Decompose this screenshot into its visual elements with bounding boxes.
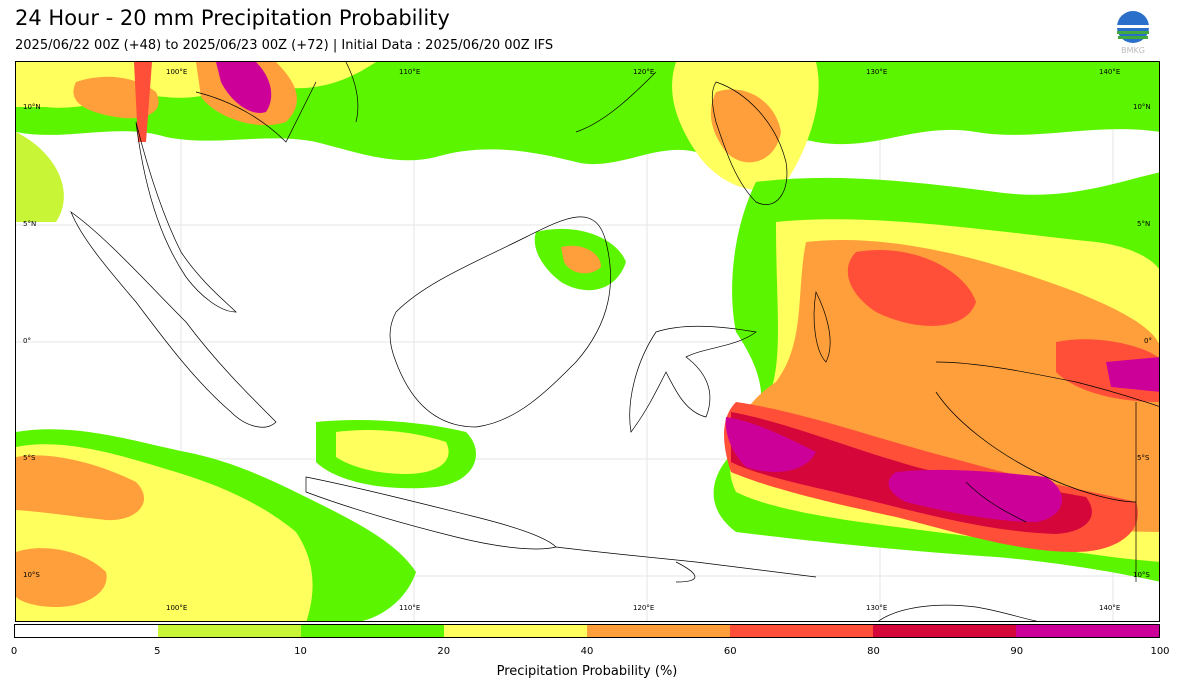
lat-right-tick: 0° <box>1144 337 1152 345</box>
legend-tick-label: 100 <box>1150 646 1170 657</box>
coast-papua <box>935 361 1159 582</box>
lat-right-tick: 5°S <box>1137 454 1150 462</box>
legend-color-segment <box>730 625 873 637</box>
coastlines <box>70 62 1159 621</box>
legend-tick-label: 5 <box>154 646 161 657</box>
field-north-lime <box>16 132 64 222</box>
field-south-orange-2 <box>16 548 107 607</box>
coast-thailand <box>195 81 317 143</box>
legend-color-segment <box>1016 625 1159 637</box>
legend-tick-label: 40 <box>580 646 594 657</box>
field-south-orange <box>16 455 145 521</box>
coast-sulawesi <box>629 325 757 433</box>
coast-lesser-sunda <box>555 546 817 583</box>
legend-tick-label: 60 <box>723 646 737 657</box>
field-java-yellow <box>336 430 449 474</box>
lon-top-tick: 100°E <box>166 68 188 76</box>
field-banda-magenta-2 <box>888 469 1063 522</box>
lat-left-tick: 0° <box>23 337 31 345</box>
legend-color-segment <box>587 625 730 637</box>
precipitation-map: 100°E 110°E 120°E 130°E 140°E 100°E 110°… <box>15 61 1160 622</box>
legend-colorbar <box>14 624 1160 638</box>
field-banda-magenta <box>725 417 816 472</box>
field-borneo-orange <box>561 245 601 274</box>
lat-left-tick: 10°N <box>23 103 41 111</box>
legend-tick-label: 80 <box>867 646 880 657</box>
coast-australia <box>878 604 1038 621</box>
lon-top-tick: 120°E <box>633 68 655 76</box>
field-north-red-strip <box>134 62 152 142</box>
field-north-magenta <box>216 62 272 113</box>
coast-vietnam <box>345 62 359 123</box>
lon-top-tick: 110°E <box>399 68 421 76</box>
field-east-red <box>847 250 976 326</box>
legend-title: Precipitation Probability (%) <box>496 664 678 679</box>
lat-left-tick: 5°N <box>23 220 37 228</box>
lat-left-tick: 10°S <box>23 571 40 579</box>
lon-top-tick: 130°E <box>866 68 888 76</box>
lon-bottom-tick: 120°E <box>633 604 655 612</box>
map-canvas <box>16 62 1159 621</box>
legend-color-segment <box>15 625 158 637</box>
lon-bottom-tick: 100°E <box>166 604 188 612</box>
legend-color-segment <box>873 625 1016 637</box>
field-philippines-orange <box>710 89 781 163</box>
bmkg-logo-icon: BMKG <box>1112 10 1154 56</box>
coast-malay-peninsula <box>135 121 237 313</box>
probability-fields <box>16 62 1159 621</box>
legend-color-segment <box>158 625 301 637</box>
legend-color-segment <box>444 625 587 637</box>
lon-top-tick: 140°E <box>1099 68 1121 76</box>
coast-java <box>305 476 557 550</box>
lat-right-tick: 5°N <box>1137 220 1151 228</box>
lat-left-tick: 5°S <box>23 454 36 462</box>
chart-title: 24 Hour - 20 mm Precipitation Probabilit… <box>15 6 450 30</box>
lon-bottom-tick: 130°E <box>866 604 888 612</box>
legend-tick-label: 20 <box>437 646 451 657</box>
coast-halmahera <box>813 290 831 363</box>
coast-borneo <box>389 216 611 428</box>
coast-sumatra <box>70 211 277 428</box>
legend-tick-label: 0 <box>10 646 18 657</box>
lon-bottom-tick: 110°E <box>399 604 421 612</box>
lat-right-tick: 10°N <box>1133 103 1151 111</box>
legend-tick-label: 10 <box>294 646 307 657</box>
legend-tick-label: 90 <box>1010 646 1024 657</box>
coast-philippines <box>575 71 788 205</box>
chart-subtitle: 2025/06/22 00Z (+48) to 2025/06/23 00Z (… <box>15 38 554 53</box>
field-east-magenta-edge <box>1106 357 1159 392</box>
logo-text: BMKG <box>1121 46 1145 55</box>
legend-color-segment <box>301 625 444 637</box>
lat-right-tick: 10°S <box>1133 571 1150 579</box>
lon-bottom-tick: 140°E <box>1099 604 1121 612</box>
